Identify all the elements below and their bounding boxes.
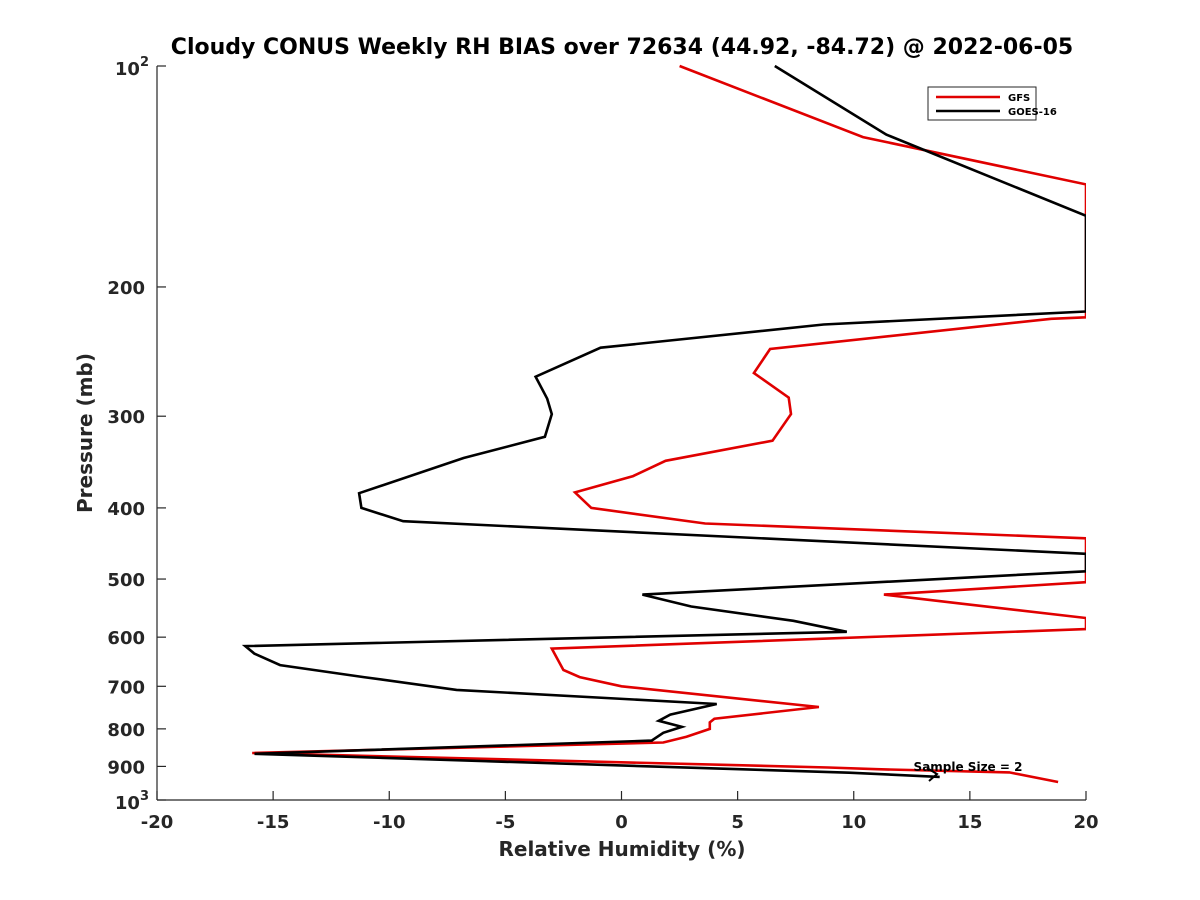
legend-label: GFS	[1008, 93, 1030, 104]
y-tick-label: 300	[107, 407, 145, 428]
plot-area	[241, 64, 1086, 784]
x-tick-label: -10	[373, 812, 406, 833]
legend: GFS GOES-16	[927, 86, 1057, 121]
y-axis-label: Pressure (mb)	[73, 353, 97, 513]
axes: -20 -15 -10 -5 0 5 10 15 20 200 300 400 500 600 700 800…	[107, 55, 1098, 833]
y-tick-label: 500	[107, 570, 145, 591]
series-line-gfs	[252, 64, 1086, 784]
legend-box	[927, 86, 1037, 121]
tick-label-exponent: 3	[140, 789, 149, 804]
legend-label: GOES-16	[1008, 107, 1057, 118]
y-tick-label: 700	[107, 677, 145, 698]
tick-label-exponent: 2	[140, 55, 149, 70]
y-tick-label: 800	[107, 720, 145, 741]
y-tick-label: 600	[107, 628, 145, 649]
chart-title: Cloudy CONUS Weekly RH BIAS over 72634 (…	[171, 35, 1073, 60]
y-tick-label: 103	[115, 789, 149, 814]
x-tick-label: 20	[1073, 812, 1098, 833]
y-tick-label: 400	[107, 499, 145, 520]
y-tick-label: 102	[115, 55, 149, 80]
sample-size-annotation: Sample Size = 2	[914, 760, 1023, 774]
annotation-arrowhead	[926, 767, 939, 782]
x-axis-label: Relative Humidity (%)	[498, 837, 745, 861]
series-line-goes-16	[241, 64, 1086, 779]
tick-label-base: 10	[115, 59, 140, 80]
x-tick-label: 0	[615, 812, 628, 833]
x-tick-label: -20	[141, 812, 174, 833]
series-group	[241, 64, 1086, 784]
x-tick-label: 5	[731, 812, 744, 833]
y-tick-label: 200	[107, 278, 145, 299]
y-tick-label: 900	[107, 757, 145, 778]
x-tick-label: -5	[495, 812, 515, 833]
x-tick-label: 15	[957, 812, 982, 833]
tick-label-base: 10	[115, 793, 140, 814]
x-tick-label: -15	[257, 812, 290, 833]
x-tick-label: 10	[841, 812, 866, 833]
